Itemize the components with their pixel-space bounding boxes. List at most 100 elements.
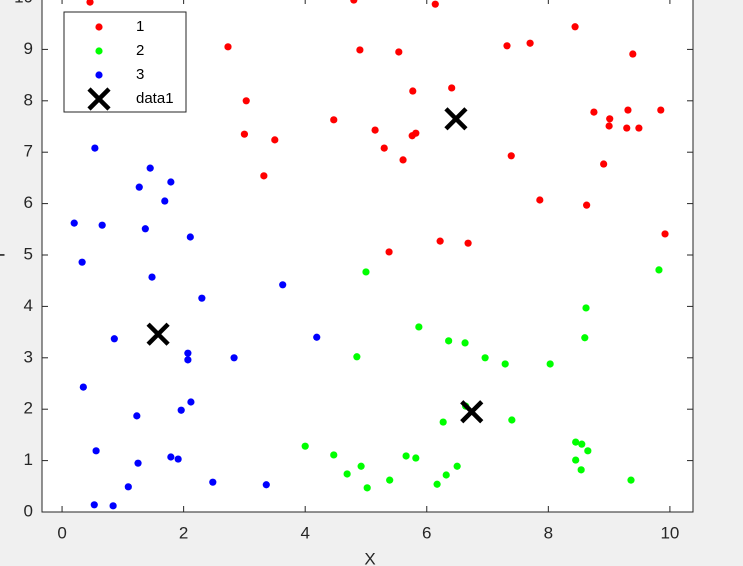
y-tick-label: 3 <box>24 347 33 366</box>
point <box>134 459 142 467</box>
legend-box <box>63 11 187 113</box>
cross-marker <box>460 400 484 424</box>
point <box>577 466 585 474</box>
point <box>627 476 635 484</box>
point <box>330 451 338 459</box>
legend: 1 2 3 data1 <box>63 11 187 113</box>
point <box>501 360 509 368</box>
cross-marker <box>146 322 170 346</box>
y-tick-label: 7 <box>24 142 33 161</box>
point <box>448 84 456 92</box>
legend-label: 3 <box>136 66 144 83</box>
legend-label: data1 <box>136 90 174 107</box>
x-tick-label: 4 <box>300 523 309 542</box>
legend-marker <box>95 23 103 31</box>
point <box>572 438 580 446</box>
point <box>590 108 598 116</box>
y-tick-label: 1 <box>24 450 33 469</box>
point <box>230 354 238 362</box>
point <box>412 454 420 462</box>
point <box>433 480 441 488</box>
point <box>184 356 192 364</box>
point <box>86 0 94 6</box>
point <box>187 398 195 406</box>
y-axis-label: Y <box>0 249 8 260</box>
point <box>124 483 132 491</box>
cross-marker <box>444 107 468 131</box>
point <box>279 281 287 289</box>
point <box>135 183 143 191</box>
point <box>356 46 364 54</box>
y-tick-label: 9 <box>24 39 33 58</box>
point <box>657 106 665 114</box>
point <box>371 126 379 134</box>
point <box>526 39 534 47</box>
point <box>271 136 279 144</box>
y-tick-label: 4 <box>24 296 33 315</box>
point <box>148 273 156 281</box>
y-tick-label: 10 <box>14 0 33 6</box>
point <box>629 50 637 58</box>
point <box>536 196 544 204</box>
point <box>453 462 461 470</box>
point <box>79 383 87 391</box>
point <box>412 129 420 137</box>
point <box>174 455 182 463</box>
point <box>402 452 410 460</box>
x-tick-label: 10 <box>660 523 679 542</box>
x-tick-label: 0 <box>57 523 66 542</box>
point <box>161 197 169 205</box>
point <box>503 42 511 50</box>
point <box>330 116 338 124</box>
point <box>582 304 590 312</box>
point <box>313 333 321 341</box>
point <box>624 106 632 114</box>
point <box>167 178 175 186</box>
point <box>198 294 206 302</box>
y-tick-label: 8 <box>24 90 33 109</box>
point <box>362 268 370 276</box>
point <box>600 160 608 168</box>
marks <box>70 0 669 510</box>
point <box>661 230 669 238</box>
point <box>186 233 194 241</box>
point <box>209 478 217 486</box>
point <box>70 219 78 227</box>
point <box>481 354 489 362</box>
x-axis-label: X <box>364 549 375 566</box>
point <box>409 87 417 95</box>
point <box>578 440 586 448</box>
point <box>146 164 154 172</box>
point <box>583 201 591 209</box>
y-tick-label: 0 <box>24 501 33 520</box>
point <box>385 248 393 256</box>
point <box>635 124 643 132</box>
point <box>177 406 185 414</box>
point <box>301 442 309 450</box>
point <box>184 349 192 357</box>
point <box>605 122 613 130</box>
point <box>92 447 100 455</box>
point <box>260 172 268 180</box>
point <box>353 353 361 361</box>
point <box>240 130 249 138</box>
point <box>350 0 358 4</box>
legend-marker <box>95 47 103 55</box>
point <box>584 447 592 455</box>
point <box>399 156 407 164</box>
point <box>141 225 149 233</box>
legend-marker <box>87 87 111 111</box>
point <box>90 501 98 509</box>
x-tick-label: 8 <box>544 523 553 542</box>
point <box>363 484 371 492</box>
point <box>572 456 580 464</box>
point <box>343 470 351 478</box>
point <box>395 48 403 56</box>
point <box>508 416 516 424</box>
point <box>507 152 515 160</box>
point <box>110 335 118 343</box>
x-tick-label: 6 <box>422 523 431 542</box>
legend-label: 2 <box>136 42 144 59</box>
